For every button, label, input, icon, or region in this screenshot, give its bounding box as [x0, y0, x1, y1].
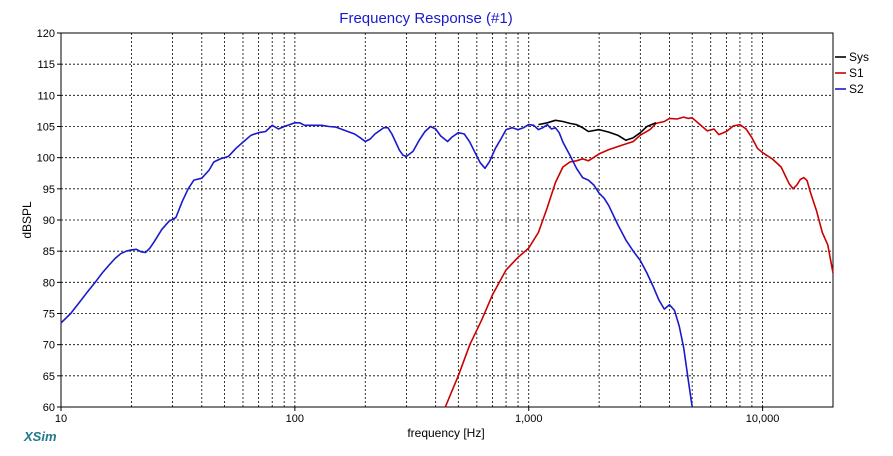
tick-layer: 60 65 70 75 80 85 90 95 100 105 110 115 120 10 100 1,00… [37, 28, 780, 425]
series-layer [60, 116, 834, 408]
legend-label-s2: S2 [849, 82, 864, 96]
brand-logo: XSim [23, 429, 57, 444]
y-tick-label: 90 [43, 215, 55, 227]
y-tick-label: 75 [43, 309, 55, 321]
series-line-sys [538, 119, 657, 141]
x-tick-label: 1,000 [515, 413, 543, 425]
y-tick-label: 65 [43, 371, 55, 383]
x-tick-label: 100 [286, 413, 304, 425]
y-tick-label: 120 [37, 28, 55, 40]
legend: Sys S1 S2 [835, 50, 869, 96]
y-tick-label: 80 [43, 277, 55, 289]
series-line-s2 [60, 122, 693, 408]
y-axis-label: dBSPL [20, 201, 34, 239]
chart-title: Frequency Response (#1) [339, 10, 512, 27]
series-line-s1 [444, 116, 834, 408]
y-tick-label: 60 [43, 402, 55, 414]
y-tick-label: 85 [43, 246, 55, 258]
y-tick-label: 100 [37, 153, 55, 165]
y-tick-label: 110 [37, 90, 55, 102]
grid-layer [61, 33, 833, 407]
x-tick-label: 10,000 [746, 413, 780, 425]
legend-label-s1: S1 [849, 66, 864, 80]
y-tick-label: 105 [37, 122, 55, 134]
x-tick-label: 10 [55, 413, 67, 425]
y-tick-label: 95 [43, 184, 55, 196]
y-tick-label: 115 [37, 59, 55, 71]
y-tick-label: 70 [43, 340, 55, 352]
legend-label-sys: Sys [849, 50, 869, 64]
x-axis-label: frequency [Hz] [407, 426, 484, 440]
